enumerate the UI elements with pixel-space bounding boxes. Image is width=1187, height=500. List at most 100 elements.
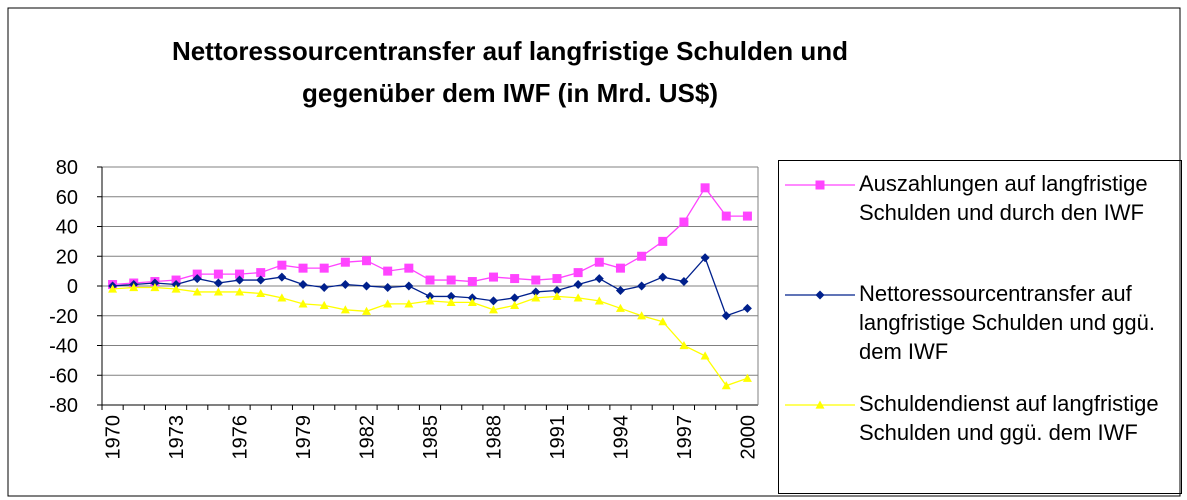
marker: [383, 282, 393, 292]
x-tick-label: 1979: [293, 415, 315, 460]
marker: [552, 285, 562, 295]
legend-swatch: [785, 290, 855, 300]
marker: [510, 300, 520, 309]
marker: [235, 269, 245, 279]
marker: [404, 299, 414, 308]
marker: [742, 373, 752, 382]
marker: [531, 293, 541, 302]
marker: [488, 272, 498, 282]
marker: [213, 287, 223, 296]
marker: [383, 266, 393, 276]
series-line: [112, 256, 748, 317]
marker: [425, 296, 435, 305]
y-tick-label: -80: [49, 395, 78, 417]
x-tick-label: 1970: [103, 415, 125, 460]
marker: [488, 296, 498, 306]
legend: Auszahlungen auf langfristige Schulden u…: [778, 160, 1182, 494]
marker: [679, 217, 689, 227]
y-tick-label: 80: [56, 157, 78, 179]
marker: [404, 281, 414, 291]
marker: [552, 291, 562, 301]
chart-title: Nettoressourcentransfer auf langfristige…: [171, 36, 849, 108]
marker: [594, 274, 604, 284]
marker: [637, 251, 647, 261]
marker: [235, 287, 245, 296]
marker: [383, 299, 393, 308]
marker: [615, 263, 625, 273]
marker: [108, 284, 118, 293]
marker: [319, 300, 329, 309]
x-tick-label: 1997: [674, 415, 696, 460]
marker: [573, 280, 583, 290]
marker: [256, 268, 266, 278]
marker: [510, 293, 520, 303]
marker: [700, 351, 710, 360]
marker: [721, 311, 731, 321]
marker: [425, 275, 435, 285]
legend-label: Auszahlungen auf langfristige Schulden u…: [859, 171, 1148, 225]
chart-frame: [7, 7, 1181, 497]
marker: [298, 280, 308, 290]
marker: [340, 305, 350, 314]
y-tick-label: -20: [49, 306, 78, 328]
marker: [213, 278, 223, 288]
y-tick-label: 40: [56, 217, 78, 239]
series-line: [112, 186, 748, 286]
marker: [679, 277, 689, 287]
marker: [658, 317, 668, 326]
x-tick-label: 1985: [420, 415, 442, 460]
marker: [742, 303, 752, 313]
marker: [510, 274, 520, 284]
marker: [721, 381, 731, 390]
marker: [340, 257, 350, 267]
marker: [277, 260, 287, 270]
marker: [815, 180, 825, 190]
legend-label: Nettoressourcentransfer auf langfristige…: [859, 281, 1155, 364]
marker: [815, 290, 825, 300]
marker: [679, 341, 689, 350]
marker: [700, 253, 710, 263]
marker: [467, 297, 477, 306]
y-tick-label: -60: [49, 365, 78, 387]
marker: [362, 256, 372, 266]
x-tick-label: 2000: [737, 415, 759, 460]
legend-swatch: [785, 400, 855, 409]
marker: [446, 297, 456, 306]
marker: [192, 274, 202, 284]
legend-swatch: [785, 180, 855, 190]
y-tick-label: 60: [56, 187, 78, 209]
marker: [594, 257, 604, 267]
marker: [171, 284, 181, 293]
legend-label: Schuldendienst auf langfristige Schulden…: [859, 391, 1159, 445]
marker: [235, 275, 245, 285]
x-tick-label: 1973: [166, 415, 188, 460]
marker: [298, 299, 308, 308]
marker: [404, 263, 414, 273]
x-tick-label: 1982: [357, 415, 379, 460]
marker: [319, 282, 329, 292]
y-tick-label: 0: [67, 276, 78, 298]
marker: [721, 211, 731, 221]
marker: [637, 311, 647, 320]
marker: [277, 272, 287, 282]
marker: [277, 293, 287, 302]
x-tick-label: 1994: [610, 415, 632, 460]
marker: [615, 303, 625, 312]
marker: [319, 263, 329, 273]
marker: [150, 282, 160, 292]
marker: [446, 291, 456, 301]
marker: [637, 281, 647, 291]
x-tick-label: 1991: [547, 415, 569, 460]
marker: [573, 293, 583, 302]
marker: [446, 275, 456, 285]
marker: [192, 287, 202, 296]
marker: [531, 275, 541, 285]
x-tick-label: 1976: [230, 415, 252, 460]
marker: [615, 285, 625, 295]
marker: [488, 305, 498, 314]
marker: [552, 274, 562, 284]
y-tick-label: 20: [56, 246, 78, 268]
marker: [467, 277, 477, 287]
marker: [658, 272, 668, 282]
